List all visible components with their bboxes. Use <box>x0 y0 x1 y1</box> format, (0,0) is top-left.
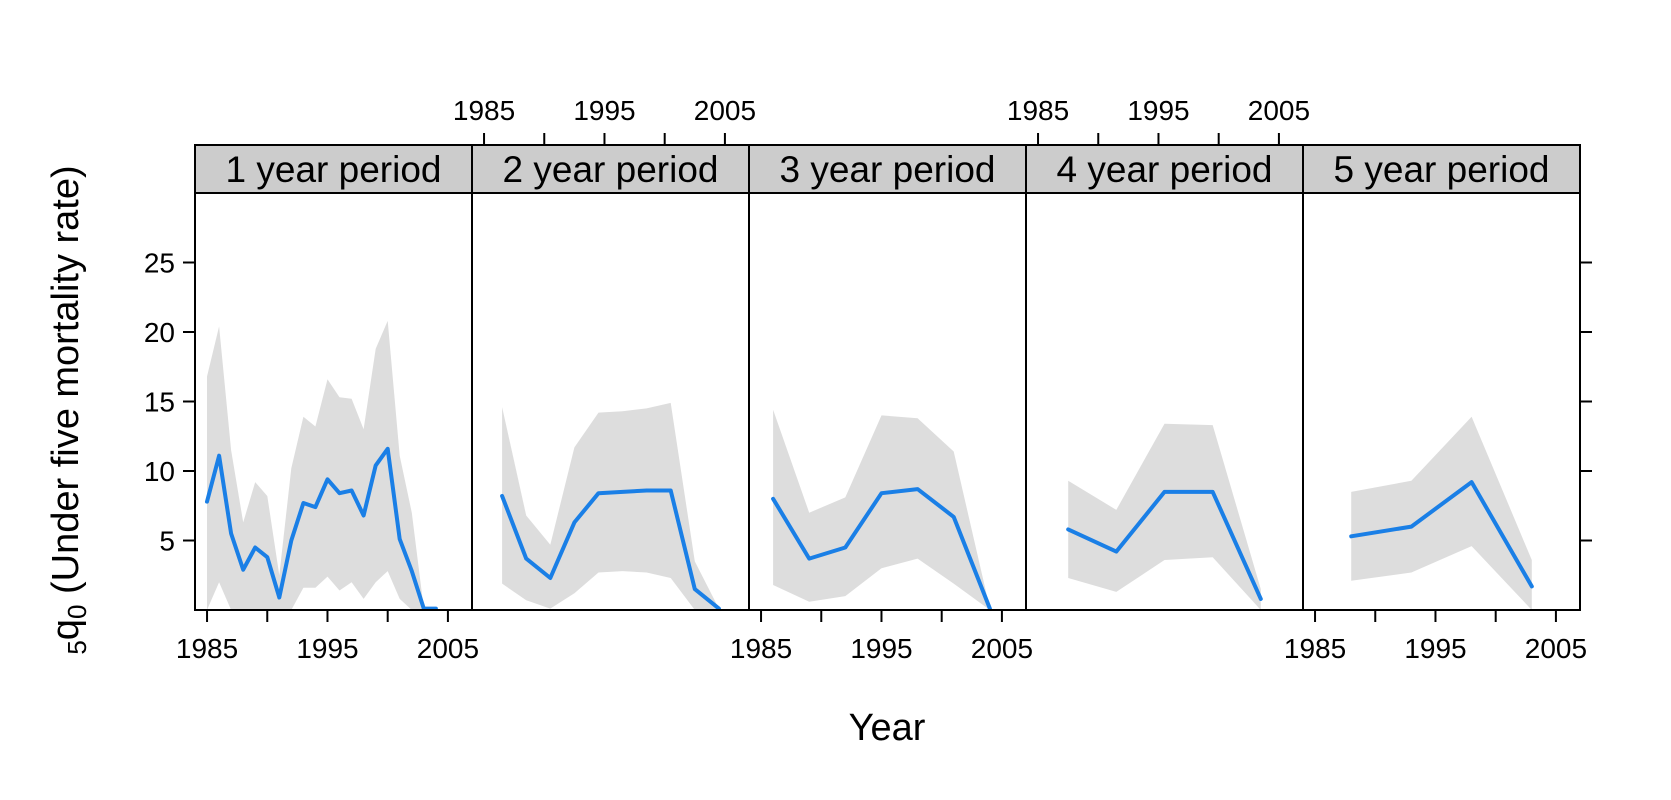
panel-1: 1 year period 1985 1995 2005 <box>176 144 479 664</box>
x-tick-label: 2005 <box>1248 95 1310 126</box>
estimate-line-2 <box>500 488 721 611</box>
x-tick-label: 1985 <box>453 95 515 126</box>
x-tick-label: 1995 <box>1127 95 1189 126</box>
y-axis-title-prefix-subscript: 5 <box>62 640 92 654</box>
x-tick-label: 1985 <box>176 633 238 664</box>
x-tick-label: 2005 <box>694 95 756 126</box>
confidence-band-1 <box>207 320 436 610</box>
x-tick-label: 2005 <box>1525 633 1587 664</box>
y-tick-label: 20 <box>144 317 175 348</box>
confidence-band-4 <box>1068 423 1261 610</box>
estimate-line-1 <box>205 446 438 611</box>
estimate-line-5 <box>1349 480 1534 589</box>
strip-label-2: 2 year period <box>503 149 719 190</box>
x-tick-label: 1985 <box>730 633 792 664</box>
x-tick-label: 1995 <box>573 95 635 126</box>
confidence-band-2 <box>502 402 719 610</box>
y-axis-title-symbol-subscript: 0 <box>62 605 92 619</box>
estimate-line-3 <box>771 487 992 611</box>
confidence-band-5 <box>1351 416 1532 610</box>
panel-4: 4 year period 1985 1995 2005 <box>1007 95 1310 611</box>
y-tick-label: 10 <box>144 456 175 487</box>
x-tick-label: 1995 <box>1404 633 1466 664</box>
strip-3 <box>748 144 1027 194</box>
strip-1 <box>194 144 473 194</box>
strip-5 <box>1302 144 1581 194</box>
strip-label-4: 4 year period <box>1057 149 1273 190</box>
x-tick-label: 2005 <box>971 633 1033 664</box>
y-tick-label: 25 <box>144 248 175 279</box>
strip-label-3: 3 year period <box>780 149 996 190</box>
confidence-band-3 <box>773 409 990 610</box>
axes-layer: 5 10 15 20 25 <box>144 248 1592 557</box>
y-axis-title: 5q0 (Under five mortality rate) <box>45 165 92 654</box>
y-axis-title-text: (Under five mortality rate) <box>45 165 87 604</box>
y-tick-label: 15 <box>144 387 175 418</box>
x-axis-title: Year <box>849 707 926 749</box>
x-tick-label: 2005 <box>417 633 479 664</box>
y-tick-label: 5 <box>159 526 175 557</box>
x-tick-label: 1985 <box>1284 633 1346 664</box>
panel-3: 3 year period 1985 1995 2005 <box>730 144 1033 664</box>
x-tick-label: 1985 <box>1007 95 1069 126</box>
x-tick-label: 1995 <box>850 633 912 664</box>
panel-2: 2 year period 1985 1995 2005 <box>453 95 756 611</box>
x-tick-label: 1995 <box>296 633 358 664</box>
y-axis-title-symbol: q <box>45 619 87 640</box>
panel-5: 5 year period 1985 1995 2005 <box>1284 144 1587 664</box>
strip-label-5: 5 year period <box>1334 149 1550 190</box>
strip-label-1: 1 year period <box>226 149 442 190</box>
estimate-line-4 <box>1066 489 1263 601</box>
panels-layer: 1 year period 1985 1995 2005 2 year period 19… <box>176 95 1587 664</box>
